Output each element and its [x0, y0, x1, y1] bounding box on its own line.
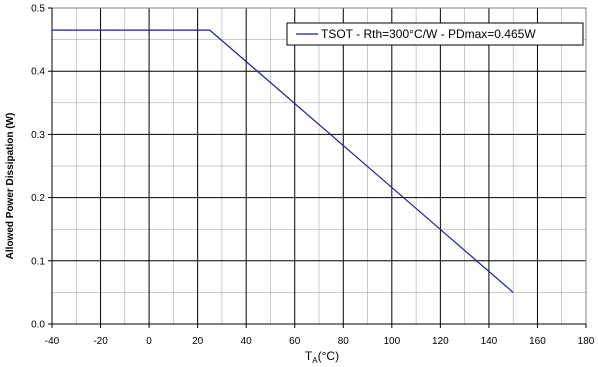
y-tick-label: 0.3 — [31, 130, 45, 141]
x-tick-label: 180 — [578, 336, 595, 347]
series-line — [52, 29, 514, 293]
x-tick-labels: -40 -20 0 20 40 60 80 100 120 140 160 180 — [45, 336, 595, 347]
x-tick-label: 140 — [481, 336, 498, 347]
x-tick-label: -20 — [93, 336, 108, 347]
series — [52, 29, 514, 293]
minor-grid — [52, 8, 586, 324]
x-tick-label: 80 — [338, 336, 350, 347]
x-tick-label: 0 — [146, 336, 152, 347]
x-tick-label: -40 — [45, 336, 60, 347]
y-tick-label: 0.5 — [31, 4, 45, 15]
y-tick-label: 0.1 — [31, 256, 45, 267]
x-axis-label-unit: (°C) — [318, 349, 339, 363]
x-tick-label: 100 — [383, 336, 400, 347]
y-tick-labels: 0.0 0.1 0.2 0.3 0.4 0.5 — [31, 4, 45, 331]
x-tick-label: 20 — [192, 336, 204, 347]
x-tick-label: 120 — [432, 336, 449, 347]
x-axis-label: TA(°C) — [305, 349, 339, 365]
legend-series-label: TSOT - Rth=300°C/W - PDmax=0.465W — [321, 27, 536, 41]
major-grid — [52, 8, 586, 324]
x-tick-label: 40 — [241, 336, 253, 347]
y-tick-label: 0.4 — [31, 67, 45, 78]
x-axis-label-subscript: A — [312, 356, 318, 365]
legend: TSOT - Rth=300°C/W - PDmax=0.465W — [286, 22, 584, 46]
y-tick-label: 0.2 — [31, 193, 45, 204]
x-tick-label: 160 — [529, 336, 546, 347]
y-tick-label: 0.0 — [31, 320, 45, 331]
x-axis-label-main: T — [305, 349, 313, 363]
legend-box — [286, 22, 584, 46]
y-axis-label: Allowed Power Dissipation (W) — [5, 113, 16, 260]
x-tick-label: 60 — [289, 336, 301, 347]
axes — [48, 7, 587, 328]
